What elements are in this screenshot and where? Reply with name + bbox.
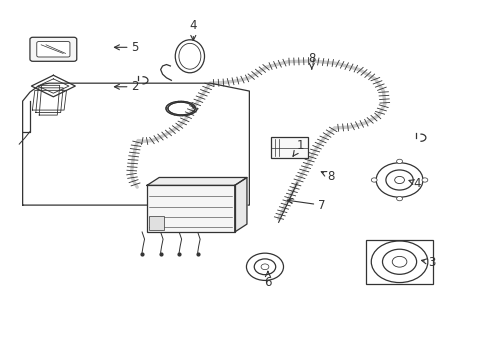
Text: 7: 7 — [287, 198, 325, 212]
Polygon shape — [147, 177, 246, 185]
Text: 8: 8 — [321, 170, 334, 183]
Text: 1: 1 — [292, 139, 304, 156]
Circle shape — [421, 178, 427, 182]
Text: 3: 3 — [421, 256, 435, 269]
FancyBboxPatch shape — [149, 216, 163, 230]
FancyBboxPatch shape — [271, 137, 307, 158]
Circle shape — [396, 197, 402, 201]
FancyBboxPatch shape — [366, 240, 432, 284]
Text: 8: 8 — [307, 51, 315, 69]
FancyBboxPatch shape — [30, 37, 77, 61]
FancyBboxPatch shape — [147, 185, 234, 232]
Text: 6: 6 — [264, 271, 271, 289]
Circle shape — [370, 178, 376, 182]
Text: 5: 5 — [114, 41, 138, 54]
Circle shape — [396, 159, 402, 163]
Text: 2: 2 — [114, 80, 138, 93]
Text: 4: 4 — [189, 19, 197, 40]
FancyBboxPatch shape — [37, 41, 70, 57]
Polygon shape — [234, 177, 246, 232]
Text: 4: 4 — [408, 177, 421, 190]
